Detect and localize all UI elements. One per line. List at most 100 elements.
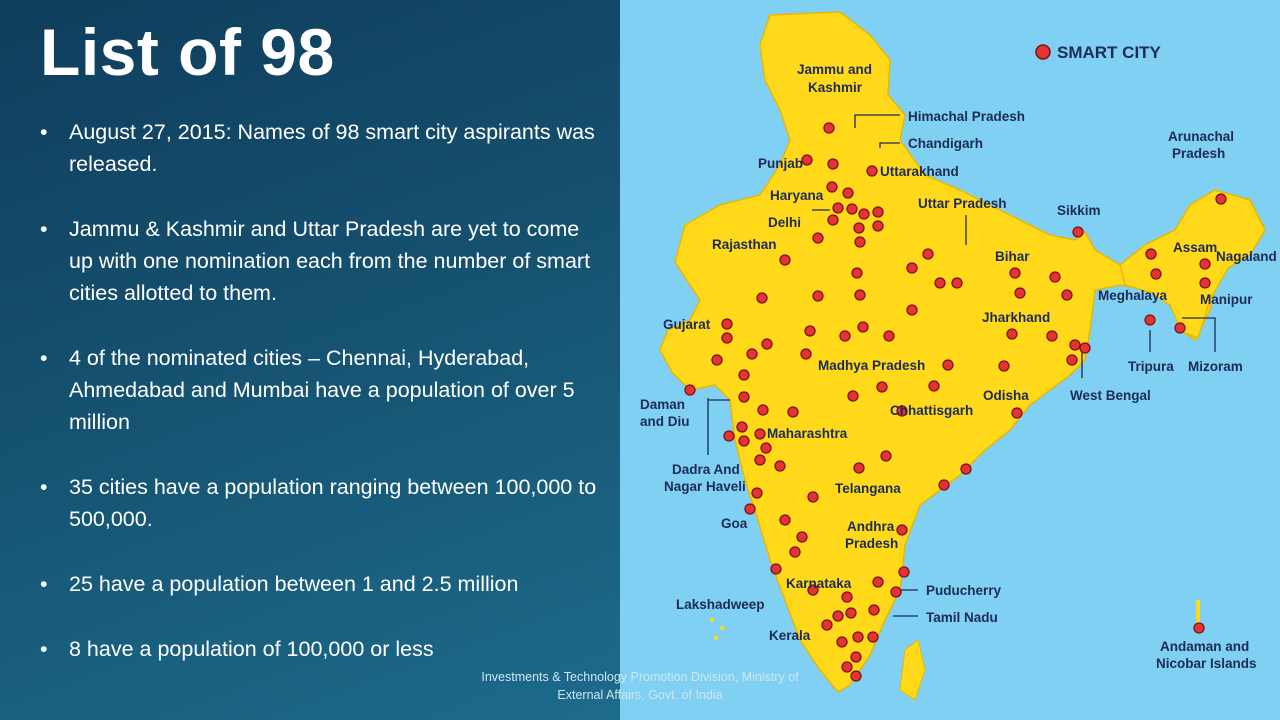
- city-marker: [847, 390, 859, 402]
- city-marker: [807, 491, 819, 503]
- label-dadra-line2: Nagar Haveli: [664, 479, 746, 494]
- connector-himachal: [854, 114, 900, 128]
- city-marker: [804, 325, 816, 337]
- bullet-item: • 8 have a population of 100,000 or less: [40, 633, 605, 665]
- city-marker: [1011, 407, 1023, 419]
- lakshadweep-islet: [710, 618, 714, 622]
- city-marker: [951, 277, 963, 289]
- label-telangana: Telangana: [835, 481, 901, 496]
- bullet-dot: •: [40, 572, 48, 596]
- label-jharkhand: Jharkhand: [982, 310, 1050, 325]
- legend-label: SMART CITY: [1057, 43, 1162, 62]
- label-andaman-line1: Andaman and: [1160, 639, 1249, 654]
- connector-chandigarh: [879, 142, 900, 148]
- label-daman-line2: and Diu: [640, 414, 690, 429]
- city-marker: [787, 406, 799, 418]
- city-marker: [846, 203, 858, 215]
- bullet-text: 35 cities have a population ranging betw…: [69, 475, 597, 531]
- label-andhra-line2: Pradesh: [845, 536, 898, 551]
- bullet-item: • 4 of the nominated cities – Chennai, Hy…: [40, 342, 605, 438]
- label-dadra-line1: Dadra And: [672, 462, 740, 477]
- city-marker: [857, 321, 869, 333]
- lakshadweep-islet: [714, 636, 718, 640]
- city-marker: [1150, 268, 1162, 280]
- city-marker: [883, 330, 895, 342]
- label-lakshadweep: Lakshadweep: [676, 597, 765, 612]
- city-marker: [744, 503, 756, 515]
- slide-title: List of 98: [40, 15, 335, 89]
- label-arunachal-line2: Pradesh: [1172, 146, 1225, 161]
- northeast-shape: [1119, 189, 1266, 339]
- city-marker: [868, 604, 880, 616]
- city-marker: [1069, 339, 1081, 351]
- city-marker: [839, 330, 851, 342]
- label-gujarat: Gujarat: [663, 317, 711, 332]
- bullet-text: 25 have a population between 1 and 2.5 m…: [69, 572, 519, 596]
- city-marker: [1199, 258, 1211, 270]
- city-marker: [1145, 248, 1157, 260]
- city-marker: [826, 181, 838, 193]
- label-nagaland: Nagaland: [1216, 249, 1277, 264]
- bullet-item: • Jammu & Kashmir and Uttar Pradesh are y…: [40, 213, 605, 309]
- city-marker: [801, 154, 813, 166]
- label-tamil-nadu: Tamil Nadu: [926, 610, 998, 625]
- city-marker: [1215, 193, 1227, 205]
- city-marker: [866, 165, 878, 177]
- label-madhya-pradesh: Madhya Pradesh: [818, 358, 925, 373]
- city-marker: [1079, 342, 1091, 354]
- city-marker: [928, 380, 940, 392]
- city-marker: [1072, 226, 1084, 238]
- city-marker: [922, 248, 934, 260]
- city-marker: [832, 202, 844, 214]
- label-andhra-line1: Andhra: [847, 519, 895, 534]
- bullet-dot: •: [40, 217, 48, 241]
- city-marker: [841, 661, 853, 673]
- label-assam: Assam: [1173, 240, 1217, 255]
- label-meghalaya: Meghalaya: [1098, 288, 1168, 303]
- city-marker: [872, 206, 884, 218]
- bullet-dot: •: [40, 346, 48, 370]
- city-marker: [736, 421, 748, 433]
- bullet-list: • August 27, 2015: Names of 98 smart city…: [40, 116, 605, 665]
- city-marker: [746, 348, 758, 360]
- city-marker: [1066, 354, 1078, 366]
- city-marker: [789, 546, 801, 558]
- label-kerala: Kerala: [769, 628, 811, 643]
- label-mizoram: Mizoram: [1188, 359, 1243, 374]
- city-marker: [761, 338, 773, 350]
- label-odisha: Odisha: [983, 388, 1029, 403]
- city-marker: [812, 232, 824, 244]
- connector-mizoram: [1182, 317, 1216, 352]
- city-marker: [684, 384, 696, 396]
- bullet-text: 4 of the nominated cities – Chennai, Hyd…: [69, 346, 575, 434]
- city-marker: [1046, 330, 1058, 342]
- city-marker: [906, 262, 918, 274]
- bullet-item: • August 27, 2015: Names of 98 smart city…: [40, 116, 605, 180]
- city-marker: [872, 576, 884, 588]
- city-marker: [1049, 271, 1061, 283]
- city-marker: [757, 404, 769, 416]
- left-panel: List of 98 • August 27, 2015: Names of 98…: [0, 0, 620, 720]
- city-marker: [711, 354, 723, 366]
- city-marker: [1193, 622, 1205, 634]
- city-marker: [756, 292, 768, 304]
- bullet-text: August 27, 2015: Names of 98 smart city …: [69, 120, 595, 176]
- city-marker: [1009, 267, 1021, 279]
- bullet-text: 8 have a population of 100,000 or less: [69, 637, 434, 661]
- city-marker: [779, 254, 791, 266]
- city-marker: [800, 348, 812, 360]
- city-marker: [1061, 289, 1073, 301]
- city-marker: [821, 619, 833, 631]
- city-marker: [738, 435, 750, 447]
- city-marker: [906, 304, 918, 316]
- city-marker: [854, 236, 866, 248]
- city-marker: [827, 158, 839, 170]
- city-marker: [876, 381, 888, 393]
- city-marker: [738, 369, 750, 381]
- city-marker: [853, 462, 865, 474]
- label-haryana: Haryana: [770, 188, 824, 203]
- city-marker: [851, 267, 863, 279]
- sri-lanka-shape: [899, 639, 926, 701]
- city-marker: [1174, 322, 1186, 334]
- city-marker: [827, 214, 839, 226]
